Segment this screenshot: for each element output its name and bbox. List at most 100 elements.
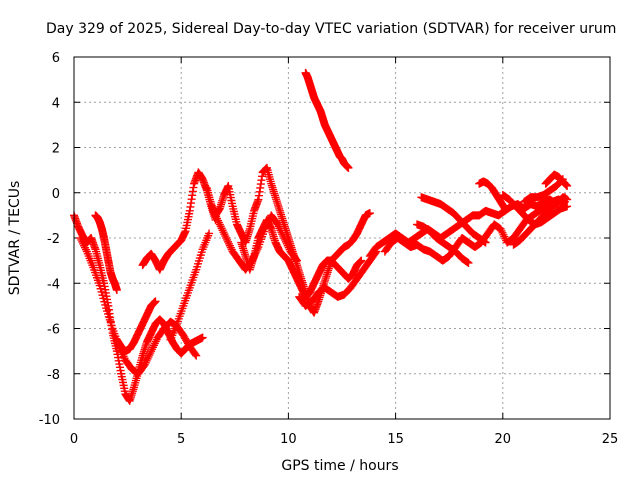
data-point [223,235,232,244]
y-tick-label: -10 [39,413,60,428]
data-point [213,216,222,225]
data-point [560,193,569,202]
data-point [146,349,155,358]
data-point [211,210,220,219]
y-tick-label: 4 [52,96,60,111]
data-point [151,337,160,346]
data-point [282,239,291,248]
data-point [226,243,235,252]
data-point [273,220,282,229]
data-point [213,214,222,223]
data-point [191,350,200,359]
data-point [80,241,89,250]
data-point [224,237,233,246]
y-axis-label: SDTVAR / TECUs [7,181,23,296]
data-point [205,229,214,238]
data-point [149,341,158,350]
data-point [365,209,374,218]
data-point [148,345,157,354]
data-point [280,234,289,242]
data-point [143,354,152,363]
data-point [499,230,508,239]
data-point [283,241,292,250]
x-tick-label: 0 [70,432,78,447]
data-point [214,218,223,227]
data-point [77,235,86,244]
data-point [292,255,301,264]
y-tick-label: -2 [47,232,60,247]
x-tick-label: 20 [495,432,512,447]
data-point [144,352,153,361]
data-point [220,230,229,239]
data-track [112,297,160,356]
data-point [464,258,473,267]
data-point [496,224,505,233]
data-point [79,239,88,248]
data-point [500,204,509,213]
data-point [481,238,490,247]
data-point [224,239,233,248]
data-point [81,243,90,252]
data-point [275,224,284,233]
data-point [150,339,159,348]
data-point [217,224,226,233]
x-tick-label: 15 [387,432,404,447]
data-point [281,237,290,246]
y-tick-label: 2 [52,142,60,157]
data-point [498,228,507,237]
data-point [81,245,90,254]
data-track [380,195,569,265]
data-point [225,241,234,250]
data-point [281,235,290,244]
data-point [216,222,225,231]
data-point [78,237,87,246]
data-point [276,226,285,235]
data-point [218,226,227,235]
data-point [76,234,85,242]
data-point [357,256,366,265]
data-track [301,68,353,172]
y-tick-label: -6 [47,323,60,338]
data-point [219,228,228,237]
data-point [198,333,207,342]
data-track [541,170,572,190]
data-point [192,351,201,360]
data-point [209,206,218,215]
data-point [145,351,154,360]
data-point [149,343,158,352]
data-point [563,181,572,190]
x-tick-label: 25 [602,432,619,447]
data-track [76,234,201,378]
y-tick-label: 0 [52,187,60,202]
y-tick-label: -8 [47,368,60,383]
y-tick-label: -4 [47,277,60,292]
data-point [210,208,219,217]
data-track [166,229,214,344]
x-tick-label: 5 [177,432,185,447]
x-tick-label: 10 [280,432,297,447]
data-point [140,360,149,369]
data-point [500,232,509,241]
x-axis-label: GPS time / hours [281,458,398,474]
data-point [279,232,288,241]
data-track [509,193,569,249]
data-track [520,175,567,206]
data-point [215,220,224,229]
data-point [222,234,231,242]
data-point [277,228,286,237]
data-point [141,358,150,367]
data-point [221,232,230,241]
data-track [91,211,121,295]
data-track [138,168,220,274]
data-point [278,230,287,239]
data-track [295,247,381,310]
data-point [292,256,301,265]
data-point [344,163,353,172]
chart-title: Day 329 of 2025, Sidereal Day-to-day VTE… [46,21,616,37]
plot-frame [73,56,611,420]
data-track [417,193,490,247]
data-point [497,226,506,235]
data-track [237,215,366,301]
data-track [475,177,509,213]
grid-lines [74,57,610,419]
